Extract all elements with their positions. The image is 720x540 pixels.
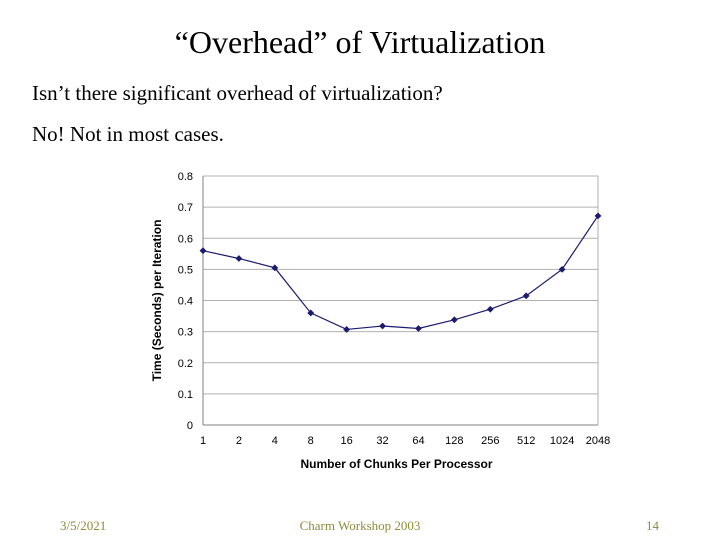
x-tick-label: 32 xyxy=(376,435,388,447)
data-point xyxy=(486,305,494,313)
x-tick-label: 2048 xyxy=(586,435,610,447)
data-point xyxy=(450,316,458,324)
x-tick-label: 2 xyxy=(236,435,242,447)
x-tick-label: 4 xyxy=(272,435,278,447)
y-tick-label: 0 xyxy=(187,420,193,432)
y-tick-label: 0.6 xyxy=(178,233,193,245)
y-gridlines xyxy=(203,175,598,395)
x-tick-label: 16 xyxy=(341,435,353,447)
data-point xyxy=(558,265,566,273)
y-axis-label: Time (Seconds) per Iteration xyxy=(150,220,164,382)
line-chart: 0 0.1 0.2 0.3 0.4 0.5 0.6 0.7 0.8 1 2 4 8 16 32 64 128 2… xyxy=(150,171,610,471)
x-tick-label: 256 xyxy=(481,435,499,447)
data-point xyxy=(199,247,207,255)
x-tick-label: 512 xyxy=(517,435,535,447)
y-tick-label: 0.2 xyxy=(178,358,193,370)
y-tick-label: 0.8 xyxy=(178,171,193,183)
x-tick-label: 128 xyxy=(445,435,463,447)
y-tick-labels: 0 0.1 0.2 0.3 0.4 0.5 0.6 0.7 0.8 xyxy=(178,171,193,432)
y-tick-label: 0.3 xyxy=(178,327,193,339)
data-point xyxy=(415,325,422,332)
data-point xyxy=(343,326,351,333)
slide-title: “Overhead” of Virtualization xyxy=(174,24,546,60)
x-tick-labels: 1 2 4 8 16 32 64 128 256 512 1024 2048 xyxy=(200,435,610,447)
bullet-answer: No! Not in most cases. xyxy=(32,122,224,146)
x-tick-label: 8 xyxy=(308,435,314,447)
data-point xyxy=(594,212,602,220)
data-point xyxy=(235,255,243,262)
x-tick-label: 1 xyxy=(200,435,206,447)
y-tick-label: 0.1 xyxy=(178,389,193,401)
series-line xyxy=(202,215,599,331)
footer-date: 3/5/2021 xyxy=(60,518,107,533)
y-tick-label: 0.5 xyxy=(178,264,193,276)
data-point xyxy=(379,322,386,330)
x-axis-label: Number of Chunks Per Processor xyxy=(300,457,492,471)
data-point xyxy=(271,264,279,272)
data-series xyxy=(199,212,602,333)
x-tick-label: 64 xyxy=(412,435,424,447)
footer-event: Charm Workshop 2003 xyxy=(299,518,421,533)
bullet-question: Isn’t there significant overhead of virt… xyxy=(32,81,443,105)
x-tick-label: 1024 xyxy=(550,435,574,447)
y-tick-label: 0.4 xyxy=(178,296,193,308)
y-tick-label: 0.7 xyxy=(178,202,193,214)
footer-page-number: 14 xyxy=(646,518,659,533)
data-point xyxy=(307,309,315,317)
